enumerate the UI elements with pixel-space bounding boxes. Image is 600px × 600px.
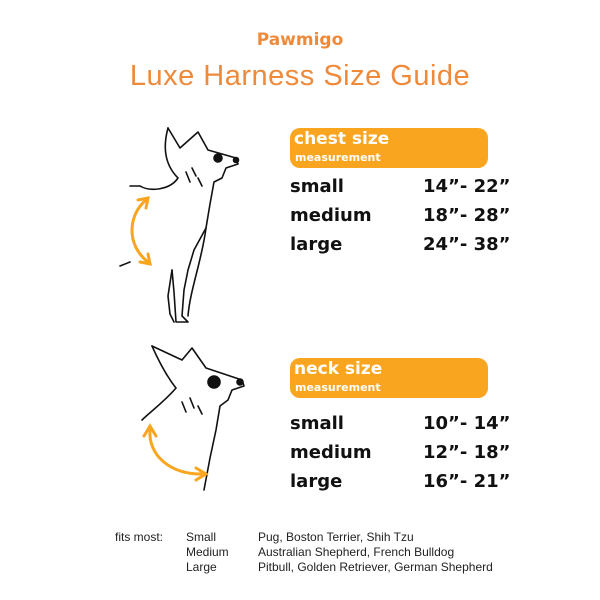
neck-row-small: small 10”- 14” xyxy=(290,413,511,434)
chest-row-medium: medium 18”- 28” xyxy=(290,205,511,226)
size-range: 14”- 22” xyxy=(423,176,511,197)
neck-row-medium: medium 12”- 18” xyxy=(290,442,511,463)
dog-neck-illustration xyxy=(141,345,245,491)
fits-size: Medium xyxy=(186,545,229,559)
neck-measure-arrow-icon xyxy=(142,423,209,482)
chest-size-heading: chest size xyxy=(294,129,390,149)
chest-row-large: large 24”- 38” xyxy=(290,234,511,255)
chest-size-header: chest size measurement xyxy=(290,128,488,168)
size-range: 10”- 14” xyxy=(423,413,511,434)
chest-row-small: small 14”- 22” xyxy=(290,176,511,197)
size-label: medium xyxy=(290,205,372,226)
fits-size: Small xyxy=(186,530,217,544)
neck-size-header: neck size measurement xyxy=(290,358,488,398)
brand-logo: Pawmigo xyxy=(256,30,344,50)
chest-measure-arrow-icon xyxy=(130,196,152,266)
size-label: small xyxy=(290,176,344,197)
neck-size-subheading: measurement xyxy=(295,381,381,394)
fits-breeds: Australian Shepherd, French Bulldog xyxy=(258,545,455,559)
size-range: 24”- 38” xyxy=(423,234,511,255)
dog-chest-illustration xyxy=(119,127,240,323)
fits-breeds: Pug, Boston Terrier, Shih Tzu xyxy=(258,530,414,544)
fits-size: Large xyxy=(186,560,217,574)
neck-size-heading: neck size xyxy=(294,359,383,379)
size-range: 12”- 18” xyxy=(423,442,511,463)
size-range: 16”- 21” xyxy=(423,471,511,492)
page-title: Luxe Harness Size Guide xyxy=(129,60,471,92)
neck-row-large: large 16”- 21” xyxy=(290,471,511,492)
size-label: large xyxy=(290,471,343,492)
size-label: medium xyxy=(290,442,372,463)
fits-breeds: Pitbull, Golden Retriever, German Shephe… xyxy=(258,560,493,574)
size-range: 18”- 28” xyxy=(423,205,511,226)
size-label: large xyxy=(290,234,343,255)
chest-size-subheading: measurement xyxy=(295,151,381,164)
fits-most-label: fits most: xyxy=(115,530,164,544)
size-label: small xyxy=(290,413,344,434)
